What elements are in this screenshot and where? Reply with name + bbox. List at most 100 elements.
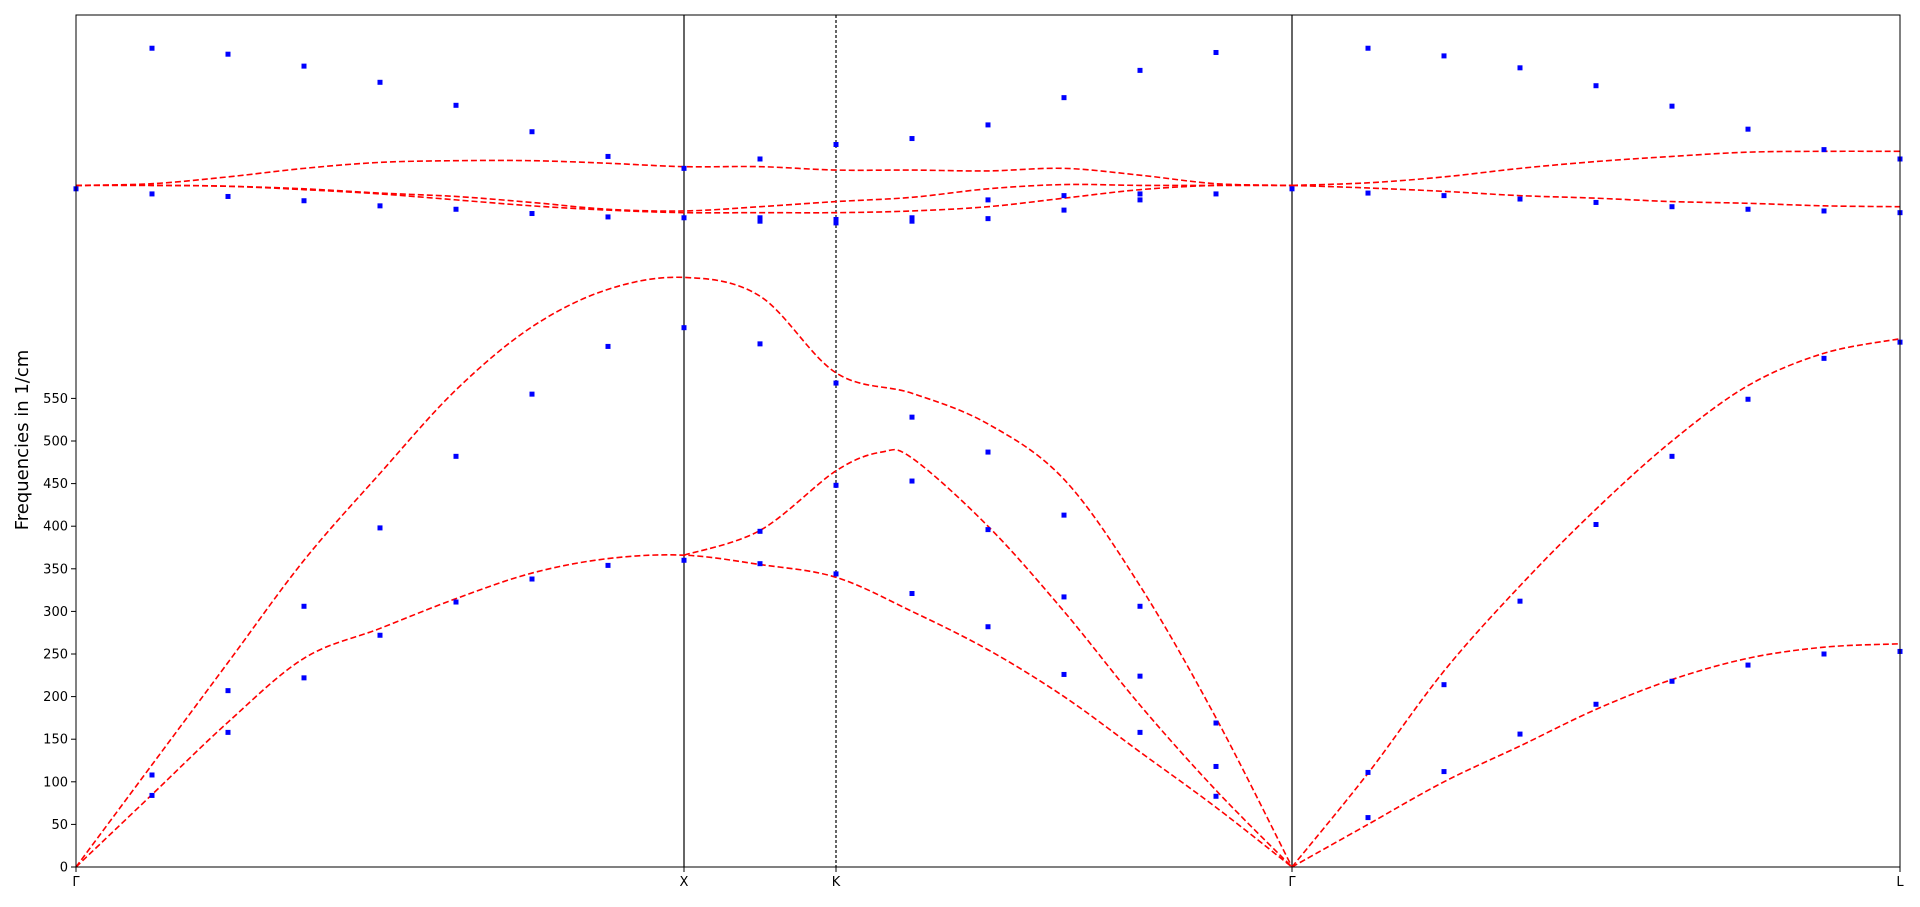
data-point-65 <box>1137 729 1143 735</box>
data-point-72 <box>1213 191 1219 197</box>
data-point-49 <box>909 218 915 224</box>
data-point-26 <box>605 562 611 568</box>
measured-points <box>73 45 1903 821</box>
data-point-61 <box>1061 207 1067 213</box>
data-point-80 <box>1441 769 1447 775</box>
data-point-1 <box>149 772 155 778</box>
data-point-98 <box>1745 126 1751 132</box>
data-point-91 <box>1669 453 1675 459</box>
data-point-44 <box>833 142 839 148</box>
data-point-6 <box>225 729 231 735</box>
data-point-9 <box>301 603 307 609</box>
data-point-73 <box>1213 49 1219 55</box>
data-point-33 <box>757 341 763 347</box>
data-point-100 <box>1821 651 1827 657</box>
data-point-4 <box>149 45 155 51</box>
data-point-68 <box>1137 67 1143 73</box>
data-point-35 <box>757 561 763 567</box>
data-point-56 <box>985 122 991 128</box>
x-tick-label-1: X <box>680 875 689 890</box>
band-line-4 <box>75 159 1293 187</box>
data-point-83 <box>1517 598 1523 604</box>
x-tick-label-2: K <box>832 875 841 890</box>
data-point-96 <box>1745 662 1751 668</box>
data-point-41 <box>833 571 839 577</box>
data-point-47 <box>909 591 915 597</box>
data-point-86 <box>1517 65 1523 71</box>
x-tick-label-0: Γ <box>72 875 80 890</box>
data-point-13 <box>377 525 383 531</box>
data-point-78 <box>1365 45 1371 51</box>
data-point-94 <box>1669 103 1675 109</box>
data-point-81 <box>1441 193 1447 199</box>
data-point-7 <box>225 193 231 199</box>
y-tick-label-4: 200 <box>43 690 68 705</box>
data-point-16 <box>377 79 383 85</box>
data-point-27 <box>605 214 611 220</box>
data-point-54 <box>985 197 991 203</box>
data-point-8 <box>225 51 231 57</box>
data-point-28 <box>605 153 611 159</box>
data-point-79 <box>1441 682 1447 688</box>
data-point-34 <box>757 528 763 534</box>
y-tick-label-9: 450 <box>43 477 68 492</box>
band-line-5 <box>75 183 1292 212</box>
y-tick-label-2: 100 <box>43 775 68 790</box>
data-point-59 <box>1061 671 1067 677</box>
y-axis-ticks: 0 50 100 150 200 250 300 350 400 450 500 550 <box>43 392 76 876</box>
data-point-101 <box>1821 208 1827 214</box>
data-point-46 <box>909 478 915 484</box>
data-point-31 <box>681 215 687 221</box>
data-point-99 <box>1821 355 1827 361</box>
y-tick-label-7: 350 <box>43 562 68 577</box>
data-point-15 <box>377 203 383 209</box>
data-point-62 <box>1061 95 1067 101</box>
y-tick-label-8: 400 <box>43 520 68 535</box>
data-point-43 <box>833 220 839 226</box>
data-point-11 <box>301 198 307 204</box>
y-tick-label-0: 0 <box>60 861 68 876</box>
data-point-70 <box>1213 763 1219 769</box>
data-point-75 <box>1365 769 1371 775</box>
data-point-19 <box>453 206 459 212</box>
data-point-97 <box>1745 206 1751 212</box>
y-tick-label-11: 550 <box>43 392 68 407</box>
data-point-63 <box>1137 603 1143 609</box>
data-point-87 <box>1593 521 1599 527</box>
data-point-32 <box>681 165 687 171</box>
y-tick-label-6: 300 <box>43 605 68 620</box>
data-point-20 <box>453 102 459 108</box>
data-point-17 <box>453 453 459 459</box>
data-point-52 <box>985 527 991 533</box>
data-point-10 <box>301 675 307 681</box>
x-tick-label-4: L <box>1896 875 1904 890</box>
band-line-2 <box>683 448 1293 868</box>
band-line-1 <box>75 276 1293 868</box>
data-point-5 <box>225 688 231 694</box>
data-point-74 <box>1289 186 1295 192</box>
data-point-24 <box>529 129 535 135</box>
data-point-89 <box>1593 199 1599 205</box>
data-point-95 <box>1745 396 1751 402</box>
data-point-23 <box>529 211 535 217</box>
calculated-bands <box>75 150 1901 868</box>
data-point-64 <box>1137 673 1143 679</box>
data-point-60 <box>1061 193 1067 199</box>
data-point-29 <box>681 325 687 331</box>
band-line-3 <box>75 184 1293 214</box>
data-point-55 <box>985 216 991 222</box>
data-point-88 <box>1593 701 1599 707</box>
band-line-6 <box>1291 642 1901 868</box>
data-point-42 <box>833 216 839 222</box>
data-point-90 <box>1593 83 1599 89</box>
data-point-14 <box>377 632 383 638</box>
band-line-7 <box>1291 337 1901 868</box>
data-point-50 <box>909 136 915 142</box>
data-point-51 <box>985 449 991 455</box>
data-point-76 <box>1365 815 1371 821</box>
y-tick-label-10: 500 <box>43 435 68 450</box>
x-tick-label-3: Γ <box>1288 875 1296 890</box>
